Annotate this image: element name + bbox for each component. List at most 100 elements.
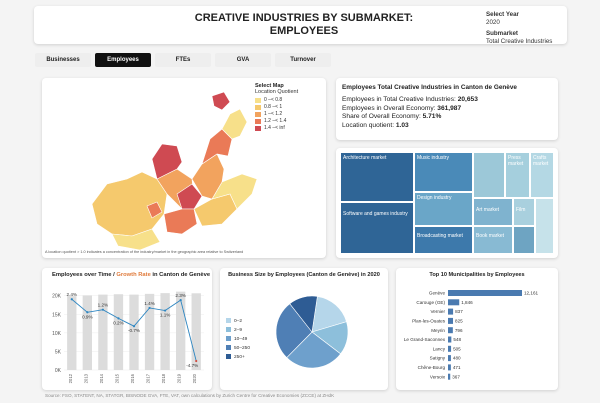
municipality-label: Vernier	[430, 309, 445, 314]
legend-swatch	[255, 105, 261, 110]
growth-rate-label: -0.7%	[128, 328, 140, 333]
y-tick-label: 10K	[52, 331, 62, 337]
stat-employees-overall: Employees in Overall Economy: 361,987	[342, 104, 462, 112]
map-enclave[interactable]	[211, 91, 231, 111]
treemap-art[interactable]: Art market	[473, 198, 513, 226]
pie-chart[interactable]: 0–2 2–9 10–49 50–250 250+	[220, 282, 388, 390]
time-chart[interactable]: 0K 5K 10K 15K 20K 2012 2013 2014 2015 2016 2017 201…	[42, 282, 212, 390]
treemap-unlabeled-3[interactable]	[513, 226, 535, 254]
tab-gva[interactable]: GVA	[215, 53, 271, 67]
time-chart-card: Employees over Time / Growth Rate in Can…	[42, 268, 212, 390]
treemap-architecture[interactable]: Architecture market	[340, 152, 414, 202]
pie-legend-swatch	[226, 327, 231, 332]
treemap-press[interactable]: Press market	[505, 152, 530, 198]
pie-legend-swatch	[226, 354, 231, 359]
map-region-west[interactable]	[91, 171, 168, 237]
employee-bar	[160, 293, 170, 370]
treemap-book[interactable]: Book market	[473, 226, 513, 254]
growth-rate-label: 2.4%	[67, 292, 77, 297]
y-tick-label: 20K	[52, 294, 62, 300]
map-legend-item[interactable]: 1.2 –< 1.4	[255, 118, 298, 125]
municipality-bar	[448, 327, 453, 334]
municipality-bar	[448, 299, 460, 306]
map-region-northwest[interactable]	[151, 143, 183, 180]
employee-bar	[82, 295, 92, 370]
tab-ftes[interactable]: FTEs	[155, 53, 211, 67]
municipality-label: Plan-les-Ouates	[412, 319, 446, 324]
treemap-crafts[interactable]: Crafts market	[530, 152, 554, 198]
municipality-label: Lancy	[433, 346, 446, 351]
municipality-label: Genève	[429, 291, 446, 296]
map-legend-item[interactable]: 0.8 –< 1	[255, 104, 298, 111]
municipality-bar	[448, 345, 452, 352]
municipality-value: 837	[455, 309, 463, 314]
map-region-east[interactable]	[211, 173, 258, 210]
municipality-label: Le Grand-Saconnex	[404, 337, 446, 342]
map-region-southwest[interactable]	[111, 228, 161, 251]
employee-bar	[191, 293, 201, 370]
municipalities-title: Top 10 Municipalities by Employees	[429, 272, 525, 278]
map-region-west-small[interactable]	[146, 201, 163, 219]
legend-label: 1.4 –< inf	[264, 125, 285, 131]
municipality-label: Meyrin	[431, 328, 445, 333]
treemap-card: Architecture market Software and games i…	[336, 148, 558, 258]
map-legend-item[interactable]: 0 –< 0.8	[255, 97, 298, 104]
submarket-value[interactable]: Total Creative Industries	[486, 38, 553, 45]
growth-rate-point	[179, 298, 182, 302]
pie-slice	[311, 296, 347, 333]
map-legend-item[interactable]: 1 –< 1.2	[255, 111, 298, 118]
tab-employees[interactable]: Employees	[95, 53, 151, 67]
canton-map[interactable]	[52, 84, 282, 254]
tab-businesses[interactable]: Businesses	[35, 53, 91, 67]
map-region-far-north[interactable]	[221, 108, 248, 140]
growth-rate-label: 1.2%	[98, 303, 108, 308]
growth-rate-point	[70, 298, 73, 301]
select-year-label: Select Year	[486, 11, 519, 18]
x-tick-label: 2020	[192, 373, 197, 383]
municipalities-chart[interactable]: Genève 12,161 Carouge (GE) 1,846 Vernier 837 P…	[396, 282, 558, 390]
legend-label: 0.8 –< 1	[264, 104, 283, 110]
growth-rate-point	[164, 309, 167, 312]
municipality-bar	[448, 317, 454, 324]
treemap-design[interactable]: Design industry	[414, 192, 473, 226]
pie-slice	[289, 295, 318, 333]
municipality-value: 480	[453, 356, 461, 361]
pie-card: Business Size by Employees (Canton de Ge…	[220, 268, 388, 390]
x-tick-label: 2016	[130, 373, 135, 383]
employee-bar	[113, 294, 124, 370]
treemap-broadcasting[interactable]: Broadcasting market	[414, 226, 473, 254]
pie-legend-label: 10–49	[234, 336, 248, 342]
source-footnote: Source: FSO, STATENT, NA, STATGR, BISNOD…	[45, 393, 335, 398]
municipality-value: 796	[455, 328, 463, 333]
treemap-software-games[interactable]: Software and games industry	[340, 202, 414, 254]
treemap-unlabeled-1[interactable]	[473, 152, 505, 198]
page-title: CREATIVE INDUSTRIES BY SUBMARKET: EMPLOY…	[184, 12, 424, 38]
stat-location-quotient: Location quotient: 1.03	[342, 121, 409, 129]
pie-legend-label: 50–250	[234, 345, 250, 351]
x-tick-label: 2013	[83, 373, 88, 383]
municipality-bar	[448, 336, 452, 343]
treemap-unlabeled-2[interactable]	[535, 198, 554, 254]
municipality-value: 1,846	[461, 300, 473, 305]
legend-label: 1 –< 1.2	[264, 111, 283, 117]
header: CREATIVE INDUSTRIES BY SUBMARKET: EMPLOY…	[34, 6, 567, 45]
select-year-value[interactable]: 2020	[486, 19, 500, 26]
municipality-bar	[448, 355, 451, 362]
select-map-label[interactable]: Select Map	[255, 83, 284, 89]
legend-swatch	[255, 119, 261, 124]
pie-legend-swatch	[226, 345, 231, 350]
tab-turnover[interactable]: Turnover	[275, 53, 331, 67]
treemap-music[interactable]: Music industry	[414, 152, 473, 192]
x-tick-label: 2015	[114, 373, 119, 383]
growth-rate-point	[148, 306, 151, 310]
map-legend-item[interactable]: 1.4 –< inf	[255, 125, 298, 132]
map-region-city[interactable]	[176, 183, 203, 210]
municipality-value: 367	[452, 374, 460, 379]
x-tick-label: 2014	[99, 373, 104, 383]
growth-rate-label: 0.2%	[113, 320, 123, 325]
map-region-south[interactable]	[163, 208, 198, 235]
treemap-film[interactable]: Film	[513, 198, 535, 226]
municipality-value: 471	[453, 365, 461, 370]
municipalities-card: Top 10 Municipalities by Employees Genèv…	[396, 268, 558, 390]
pie-legend-label: 0–2	[234, 318, 242, 324]
